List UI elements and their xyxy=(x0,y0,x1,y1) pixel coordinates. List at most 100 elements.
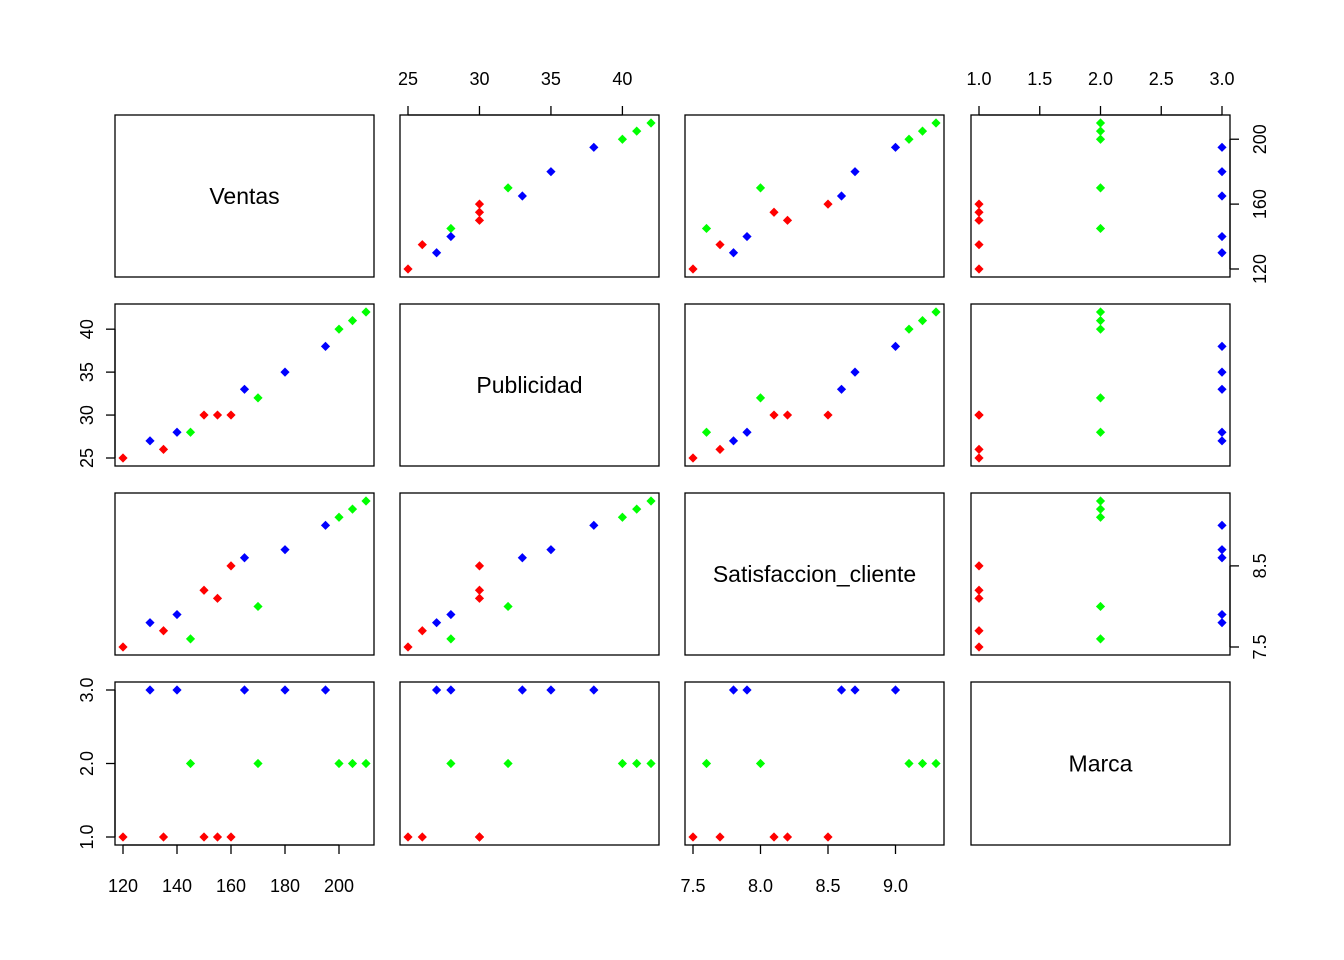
data-point xyxy=(1095,223,1106,234)
data-point xyxy=(361,758,371,769)
data-point xyxy=(118,453,128,463)
data-point xyxy=(361,496,371,506)
data-point xyxy=(431,685,442,695)
data-point xyxy=(715,832,725,842)
panel-publicidad-vs-satisfaccion-cliente xyxy=(684,303,945,467)
data-point xyxy=(904,324,914,334)
data-point xyxy=(226,561,236,571)
data-point xyxy=(253,758,263,769)
panel-ventas-vs-publicidad xyxy=(399,114,660,278)
data-point xyxy=(517,191,527,201)
panel-marca-vs-ventas xyxy=(114,681,375,846)
data-point xyxy=(1217,248,1227,258)
data-point xyxy=(1095,393,1106,403)
panel-frame xyxy=(970,303,1231,467)
data-point xyxy=(320,685,331,695)
data-point xyxy=(617,758,628,769)
data-point xyxy=(1217,384,1227,394)
tick-label: 3.0 xyxy=(77,677,97,702)
data-point xyxy=(1217,231,1227,242)
data-point xyxy=(974,642,984,652)
data-point xyxy=(446,223,456,234)
data-point xyxy=(890,341,901,351)
panel-publicidad-vs-ventas xyxy=(114,303,375,467)
data-point xyxy=(361,307,371,317)
panel-frame xyxy=(399,681,660,846)
data-point xyxy=(239,553,250,563)
data-point xyxy=(1095,307,1106,317)
tick-label: 200 xyxy=(1250,124,1270,154)
data-point xyxy=(850,167,860,177)
data-point xyxy=(1217,618,1227,628)
data-point xyxy=(1217,191,1227,201)
data-point xyxy=(917,758,928,769)
data-point xyxy=(617,512,628,522)
data-point xyxy=(334,758,344,769)
data-point xyxy=(446,758,456,769)
data-point xyxy=(974,626,984,636)
data-point xyxy=(403,264,413,274)
data-point xyxy=(446,685,456,695)
data-point xyxy=(1095,512,1106,522)
data-point xyxy=(715,240,725,250)
tick-label: 30 xyxy=(469,69,489,89)
data-point xyxy=(199,832,209,842)
data-point xyxy=(239,685,250,695)
tick-label: 160 xyxy=(216,876,246,896)
data-point xyxy=(974,264,984,274)
panel-ventas-vs-satisfaccion-cliente xyxy=(684,114,945,278)
panel-satisfaccion-cliente-vs-publicidad xyxy=(399,492,660,656)
panel-satisfaccion-cliente-vs-satisfaccion-cliente: Satisfaccion_cliente xyxy=(684,492,945,656)
tick-label: 1.0 xyxy=(77,824,97,849)
panel-satisfaccion-cliente-vs-ventas xyxy=(114,492,375,656)
tick-label: 30 xyxy=(77,405,97,425)
data-point xyxy=(145,685,155,695)
data-point xyxy=(417,626,427,636)
panel-publicidad-vs-marca xyxy=(970,303,1231,467)
data-point xyxy=(145,618,155,628)
data-point xyxy=(212,593,223,603)
data-point xyxy=(280,545,290,555)
data-point xyxy=(474,585,485,595)
y-axis-satisfaccion-cliente: 7.5 8.5 xyxy=(1229,553,1270,660)
tick-label: 7.5 xyxy=(1250,634,1270,659)
data-point xyxy=(769,410,779,420)
data-point xyxy=(1217,367,1227,377)
data-point xyxy=(334,512,344,522)
x-axis-satisfaccion-cliente: 7.5 8.0 8.5 9.0 xyxy=(680,844,908,896)
tick-label: 35 xyxy=(541,69,561,89)
data-point xyxy=(974,453,984,463)
tick-label: 120 xyxy=(108,876,138,896)
data-point xyxy=(904,758,914,769)
panel-frame xyxy=(114,492,375,656)
data-point xyxy=(403,832,413,842)
data-point xyxy=(755,758,766,769)
data-point xyxy=(446,231,456,242)
data-point xyxy=(850,367,860,377)
tick-label: 40 xyxy=(77,319,97,339)
data-point xyxy=(517,553,527,563)
data-point xyxy=(974,410,984,420)
y-axis-publicidad: 25 30 35 40 xyxy=(77,319,116,468)
panel-marca-vs-publicidad xyxy=(399,681,660,846)
data-point xyxy=(212,832,223,842)
data-point xyxy=(503,601,513,612)
tick-label: 25 xyxy=(398,69,418,89)
data-point xyxy=(172,685,182,695)
data-point xyxy=(446,634,456,644)
data-point xyxy=(917,126,928,136)
data-point xyxy=(782,832,793,842)
data-point xyxy=(769,207,779,217)
data-point xyxy=(836,384,847,394)
y-axis-ventas: 120 160 200 xyxy=(1229,124,1270,284)
data-point xyxy=(974,215,984,225)
tick-label: 200 xyxy=(324,876,354,896)
data-point xyxy=(836,685,847,695)
data-point xyxy=(474,561,485,571)
data-point xyxy=(1095,315,1106,326)
data-point xyxy=(347,504,358,514)
data-point xyxy=(403,642,413,652)
data-point xyxy=(546,167,556,177)
data-point xyxy=(1095,496,1106,506)
variable-label: Ventas xyxy=(209,183,279,209)
